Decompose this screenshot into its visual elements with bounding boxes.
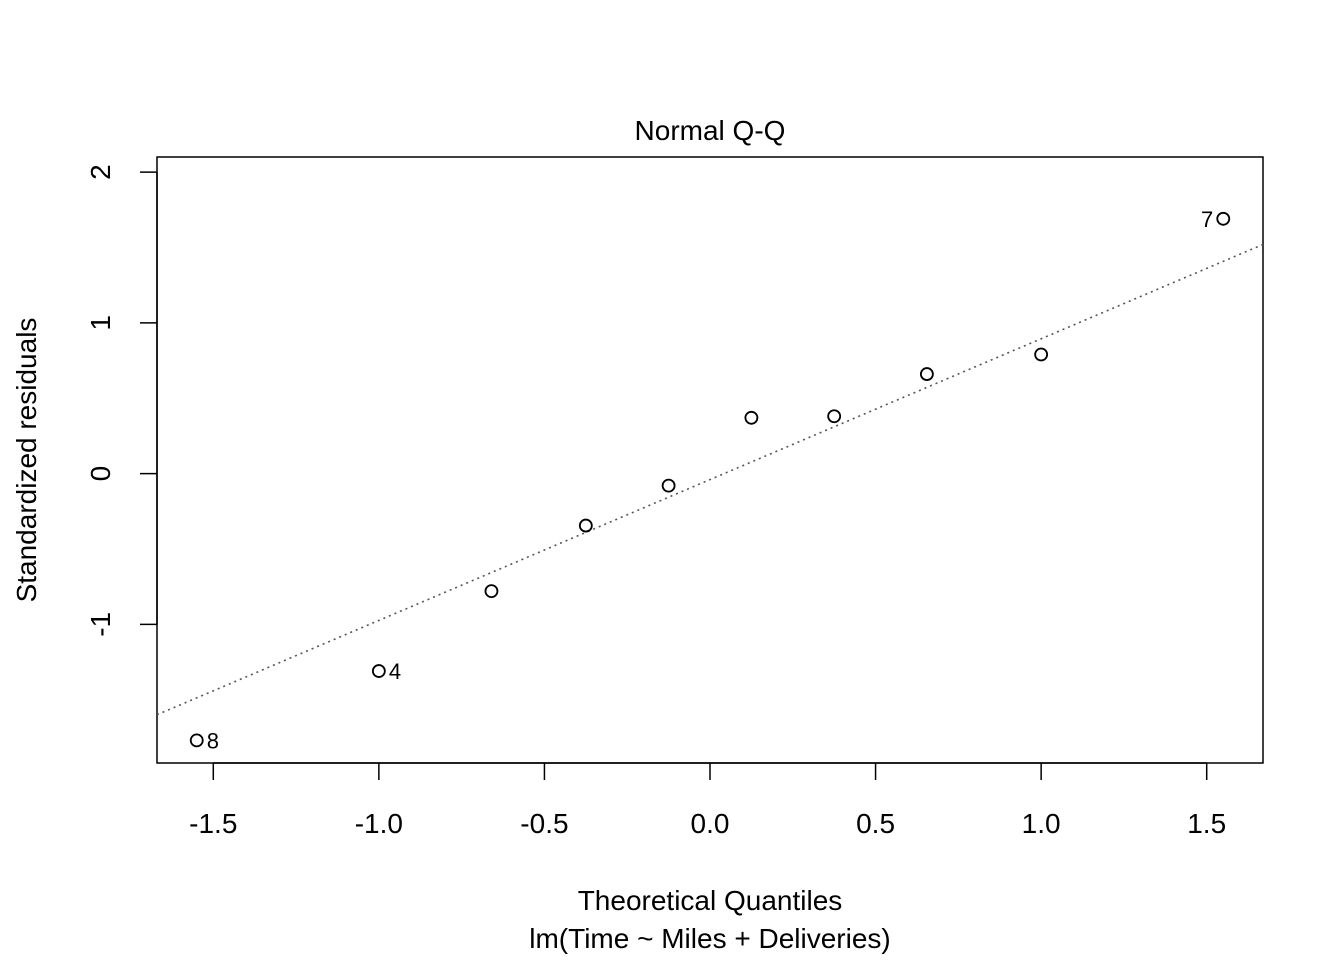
point-label: 8	[207, 728, 219, 753]
point-label: 7	[1201, 207, 1213, 232]
y-tick-label: -1	[85, 612, 116, 637]
data-point	[578, 518, 593, 533]
data-point	[1034, 347, 1049, 362]
x-tick-label: 1.0	[1022, 808, 1061, 839]
data-point	[484, 584, 499, 599]
plot-area-border	[156, 156, 1264, 764]
y-tick-label: 1	[85, 315, 116, 331]
y-tick-label: 2	[85, 164, 116, 180]
x-axis: -1.5 -1.0 -0.5 0.0 0.5 1.0 1.5	[189, 762, 1226, 839]
data-point	[1216, 211, 1231, 226]
x-tick-label: 0.5	[856, 808, 895, 839]
qq-reference-line	[156, 243, 1264, 716]
y-tick-label: 0	[85, 466, 116, 482]
data-points: 8 4 7	[189, 207, 1231, 753]
data-point	[371, 664, 386, 678]
point-label: 4	[389, 659, 401, 684]
data-point	[827, 409, 842, 424]
chart-subtitle: lm(Time ~ Miles + Deliveries)	[529, 923, 890, 954]
y-axis-label: Standardized residuals	[11, 318, 42, 603]
data-point	[189, 733, 204, 748]
chart-title: Normal Q-Q	[635, 115, 786, 146]
data-point	[919, 367, 934, 381]
x-axis-label: Theoretical Quantiles	[578, 885, 843, 916]
x-tick-label: -1.0	[355, 808, 403, 839]
x-tick-label: -1.5	[189, 808, 237, 839]
x-tick-label: -0.5	[520, 808, 568, 839]
x-tick-label: 0.0	[691, 808, 730, 839]
data-point	[744, 410, 759, 425]
x-tick-label: 1.5	[1187, 808, 1226, 839]
reference-line-group	[156, 243, 1264, 716]
y-axis: -1 0 1 2	[85, 164, 158, 637]
data-point	[661, 478, 676, 493]
